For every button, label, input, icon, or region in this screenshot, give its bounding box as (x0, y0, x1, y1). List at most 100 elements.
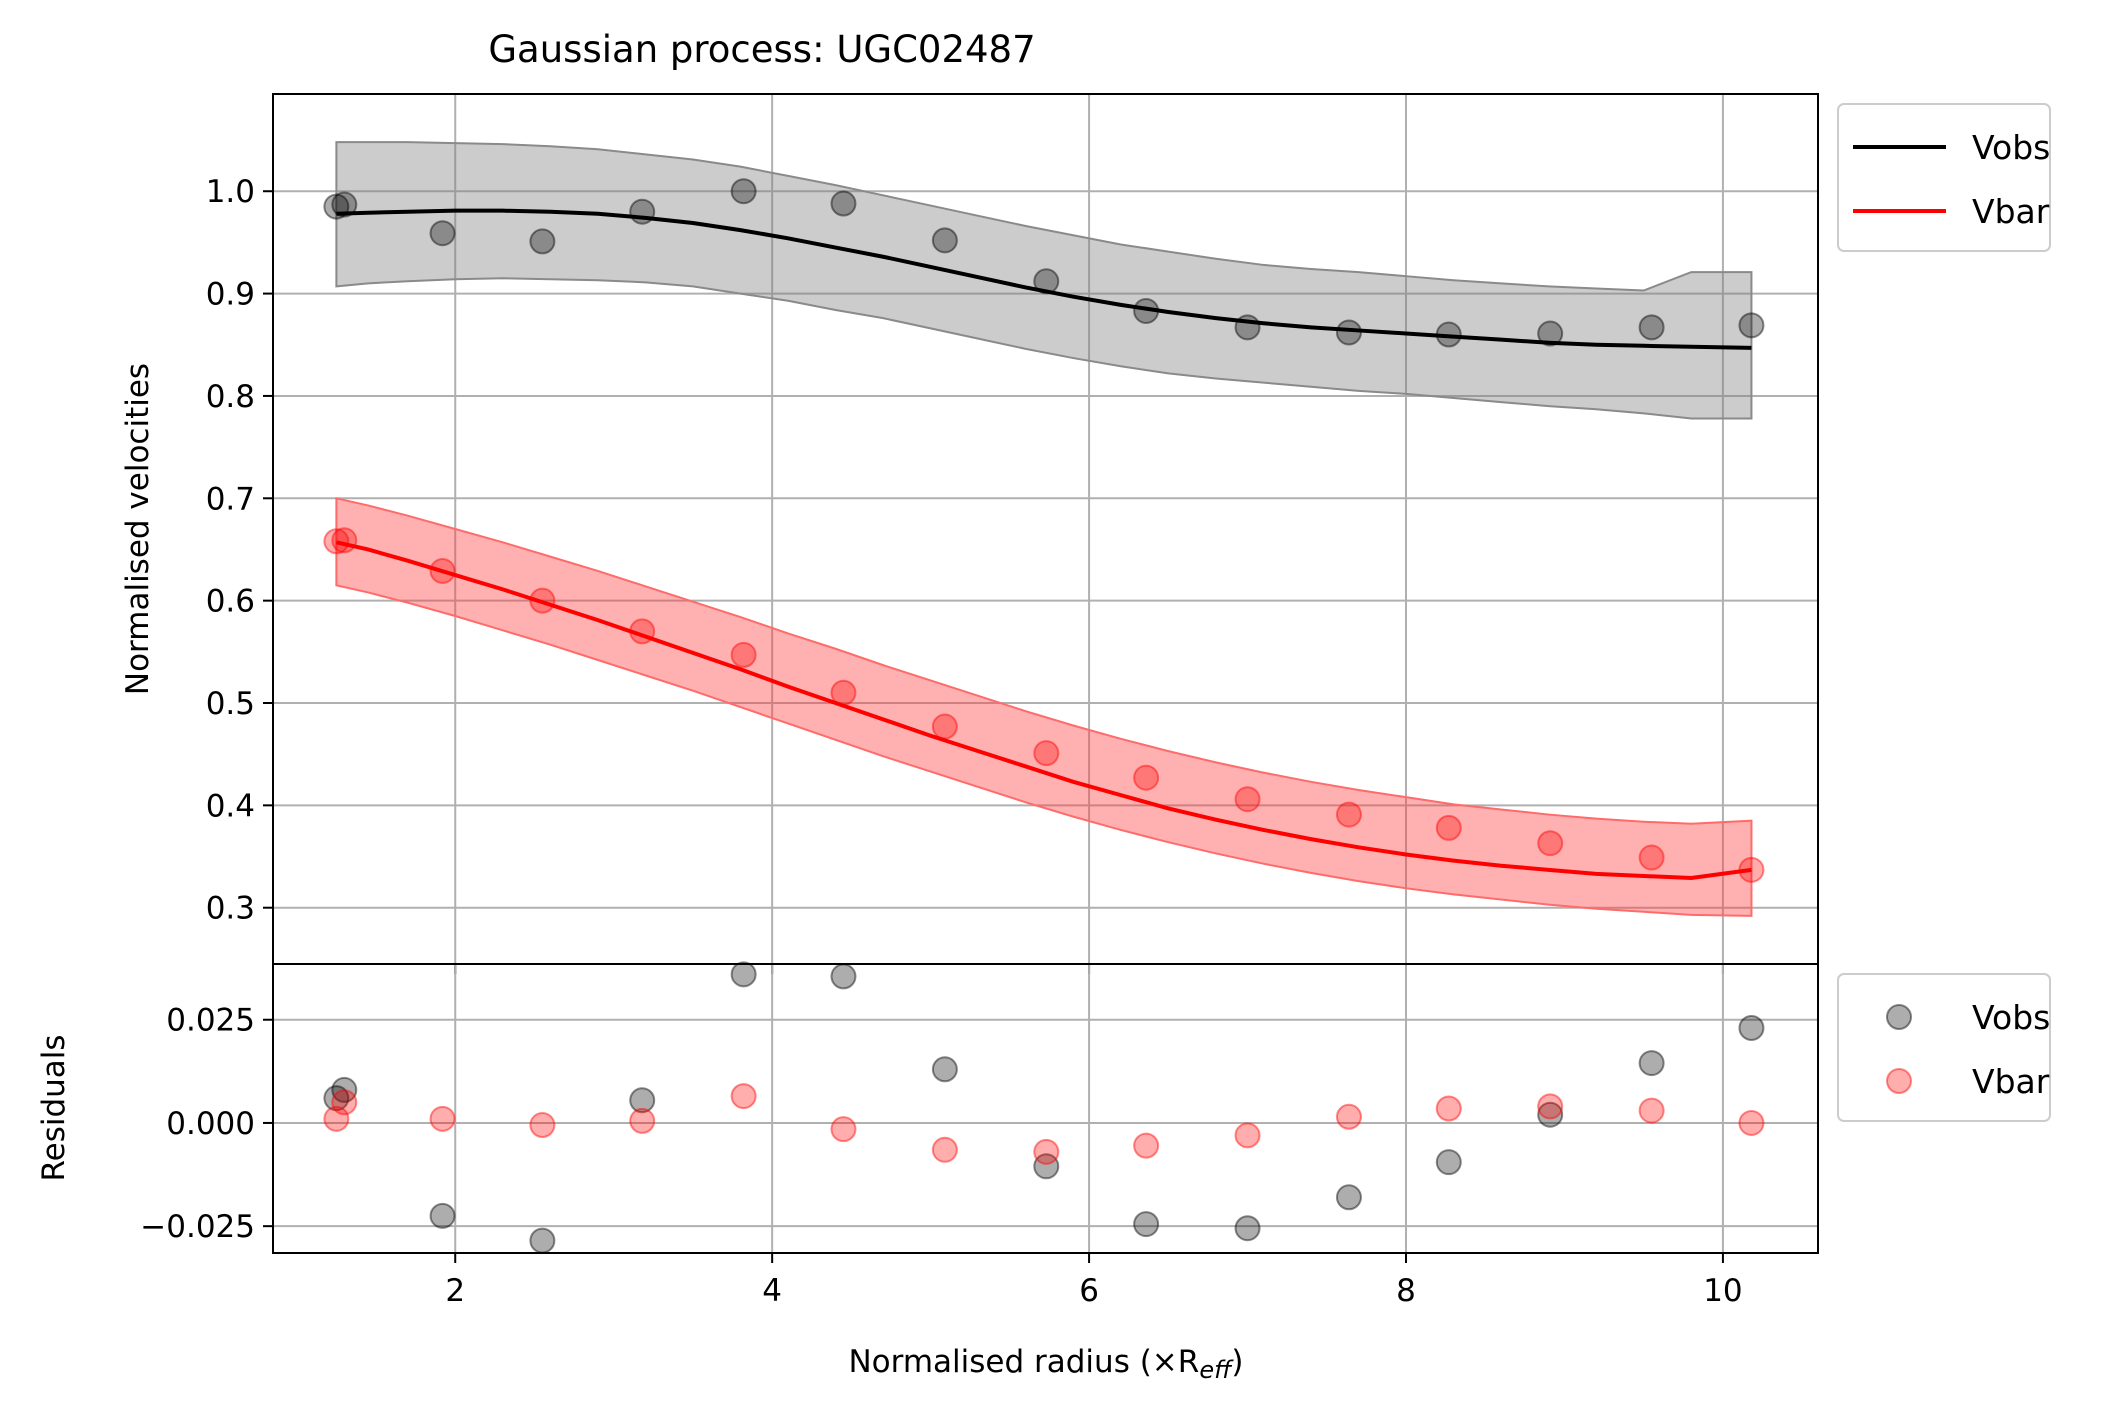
data-point-vobs (1537, 320, 1564, 347)
data-point-vobs (429, 220, 456, 247)
data-point-vobs (331, 191, 358, 218)
data-point-vbar (931, 713, 958, 740)
residual-point-vobs (323, 1085, 350, 1112)
legend-vobs-marker (1886, 1004, 1912, 1030)
residual-point-vbar (1133, 1132, 1160, 1159)
data-point-vbar (730, 641, 757, 668)
data-point-vbar (1335, 801, 1362, 828)
residual-point-vbar (1335, 1103, 1362, 1130)
residuals-panel-x-ticks: 2 4 6 8 10 (445, 1253, 1743, 1309)
x-tick-label: 10 (1703, 1273, 1742, 1309)
data-point-vobs (1335, 319, 1362, 346)
data-point-vbar (629, 618, 656, 645)
main-y-tick-label: 0.8 (206, 379, 255, 415)
residual-point-vbar (830, 1116, 857, 1143)
legend-residual-vobs-label: Vobs (1972, 998, 2050, 1037)
residual-point-vobs (1738, 1014, 1765, 1041)
main-legend-frame (1837, 103, 2051, 252)
data-point-vobs (629, 198, 656, 225)
residual-point-vobs (1435, 1149, 1462, 1176)
residual-point-vobs (1133, 1211, 1160, 1238)
data-point-vobs (730, 178, 757, 205)
data-point-vobs (931, 227, 958, 254)
data-point-vbar (323, 528, 350, 555)
main-y-tick-label: 1.0 (206, 174, 255, 210)
residual-point-vobs (629, 1087, 656, 1114)
residuals-panel: −0.025 0.000 0.025 2 4 6 8 10 Residuals Normal… (36, 961, 1819, 1384)
x-tick-label: 8 (1396, 1273, 1416, 1309)
residual-point-vbar (1638, 1097, 1665, 1124)
data-point-vbar (1435, 814, 1462, 841)
data-point-vbar (1638, 844, 1665, 871)
residual-point-vobs (1335, 1184, 1362, 1211)
residual-y-tick-label: 0.000 (166, 1106, 255, 1142)
data-point-vobs (1738, 312, 1765, 339)
data-point-vobs (323, 193, 350, 220)
data-point-vobs (1435, 321, 1462, 348)
main-y-tick-label: 0.4 (206, 788, 255, 824)
residual-point-vbar (323, 1105, 350, 1132)
main-panel-lines (335, 208, 1752, 881)
main-y-tick-label: 0.3 (206, 891, 255, 927)
residual-point-vbar (1738, 1109, 1765, 1136)
residual-point-vbar (1537, 1093, 1564, 1120)
data-point-vobs (529, 228, 556, 255)
residuals-panel-y-axis-label: Residuals (36, 1034, 72, 1181)
data-point-vbar (1537, 830, 1564, 857)
legend-vobs-label: Vobs (1972, 128, 2050, 167)
main-y-tick-label: 0.9 (206, 277, 255, 313)
data-point-vbar (1234, 786, 1261, 813)
residual-point-vobs (429, 1202, 456, 1229)
confidence-band-vbar (335, 497, 1753, 917)
data-point-vobs (1033, 268, 1060, 295)
residual-point-vobs (1234, 1215, 1261, 1242)
residuals-legend-frame (1837, 973, 2051, 1122)
mean-line-vobs (336, 208, 1752, 350)
residual-point-vbar (629, 1107, 656, 1134)
residual-point-vbar (331, 1089, 358, 1116)
x-tick-label: 4 (762, 1273, 782, 1309)
main-y-tick-label: 0.5 (206, 686, 255, 722)
confidence-band-vobs (335, 141, 1753, 420)
data-point-vobs (1234, 314, 1261, 341)
mean-line-vbar (335, 540, 1752, 881)
main-panel-bands (335, 141, 1753, 917)
data-point-vbar (1738, 856, 1765, 883)
data-point-vobs (1133, 297, 1160, 324)
x-tick-label: 6 (1079, 1273, 1099, 1309)
main-y-tick-label: 0.7 (206, 481, 255, 517)
main-panel: 0.3 0.4 0.5 0.6 0.7 0.8 0.9 1.0 Normalised velo… (120, 93, 1819, 974)
residual-point-vobs (730, 961, 757, 988)
residual-point-vbar (429, 1105, 456, 1132)
legend-residual-vbar-label: Vbar (1972, 1062, 2050, 1101)
main-legend: Vobs Vbar (1837, 103, 2051, 252)
data-point-vobs (1638, 314, 1665, 341)
residuals-panel-points (323, 961, 1765, 1254)
residuals-panel-y-ticks: −0.025 0.000 0.025 (140, 1003, 273, 1245)
residuals-panel-grid (273, 964, 1818, 1253)
main-panel-y-axis-label: Normalised velocities (120, 363, 156, 695)
residual-point-vobs (1638, 1050, 1665, 1077)
residual-point-vobs (830, 963, 857, 990)
x-axis-label: Normalised radius (×Reff) (848, 1344, 1243, 1384)
residual-point-vobs (331, 1076, 358, 1103)
residual-point-vbar (1435, 1095, 1462, 1122)
data-point-vbar (331, 527, 358, 554)
residual-point-vobs (529, 1227, 556, 1254)
residuals-legend: Vobs Vbar (1837, 973, 2051, 1122)
data-point-vbar (1033, 740, 1060, 767)
residual-y-tick-label: −0.025 (140, 1209, 255, 1245)
legend-vbar-marker (1886, 1068, 1912, 1094)
chart-title: Gaussian process: UGC02487 (488, 28, 1035, 71)
residual-point-vbar (931, 1136, 958, 1163)
main-y-tick-label: 0.6 (206, 584, 255, 620)
main-panel-points (323, 178, 1765, 883)
data-point-vbar (429, 557, 456, 584)
data-point-vbar (830, 679, 857, 706)
data-point-vobs (830, 190, 857, 217)
residual-point-vbar (730, 1083, 757, 1110)
residual-y-tick-label: 0.025 (166, 1003, 255, 1039)
data-point-vbar (1133, 764, 1160, 791)
residual-point-vobs (1033, 1153, 1060, 1180)
